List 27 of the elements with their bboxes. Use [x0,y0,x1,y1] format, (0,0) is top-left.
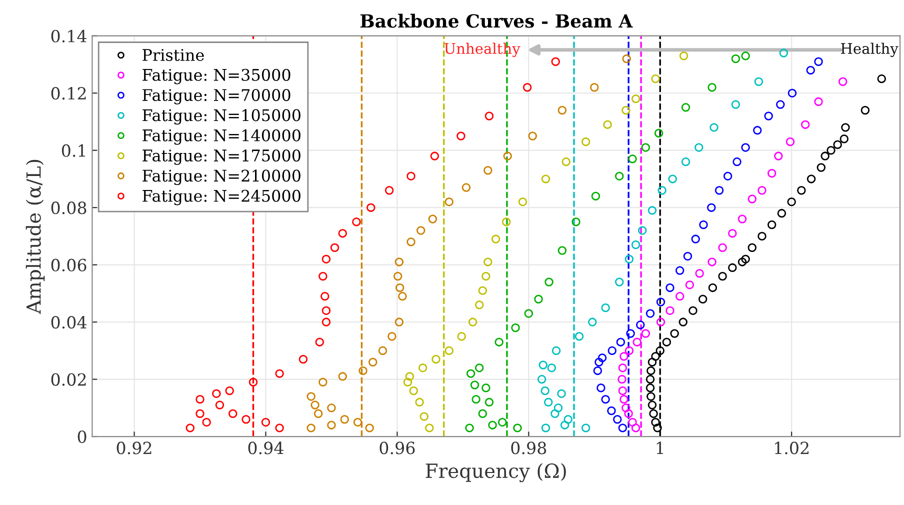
y-tick-label: 0.08 [51,202,86,214]
x-tick-label: 0.98 [511,442,546,454]
annotation: Unhealthy [444,42,520,58]
annotation: Healthy [841,42,898,58]
chart-title: Backbone Curves - Beam A [360,14,633,28]
y-axis-title: Amplitude (α/L) [26,160,45,314]
y-tick-label: 0.02 [51,373,86,386]
x-tick-label: 0.96 [380,442,415,454]
x-tick-label: 1.02 [775,442,808,454]
legend-label: Fatigue: N=245000 [142,190,300,206]
legend-label: Pristine [142,49,204,61]
legend-label: Fatigue: N=140000 [142,129,300,145]
legend-label: Fatigue: N=70000 [142,89,290,104]
x-tick-label: 1 [656,442,664,454]
x-tick-label: 0.92 [116,442,152,454]
y-tick-label: 0.06 [51,258,86,272]
x-axis-title: Frequency (Ω) [426,463,566,482]
legend-label: Fatigue: N=210000 [142,170,300,186]
legend-label: Fatigue: N=35000 [142,68,290,84]
y-tick-label: 0.1 [62,144,85,157]
legend-label: Fatigue: N=175000 [142,149,300,165]
y-tick-label: 0.04 [51,316,87,329]
y-tick-label: 0.12 [51,87,86,100]
x-tick-label: 0.94 [248,442,284,454]
y-tick-label: 0.14 [51,30,87,42]
y-tick-label: 0 [78,430,86,444]
legend-label: Fatigue: N=105000 [142,109,300,125]
